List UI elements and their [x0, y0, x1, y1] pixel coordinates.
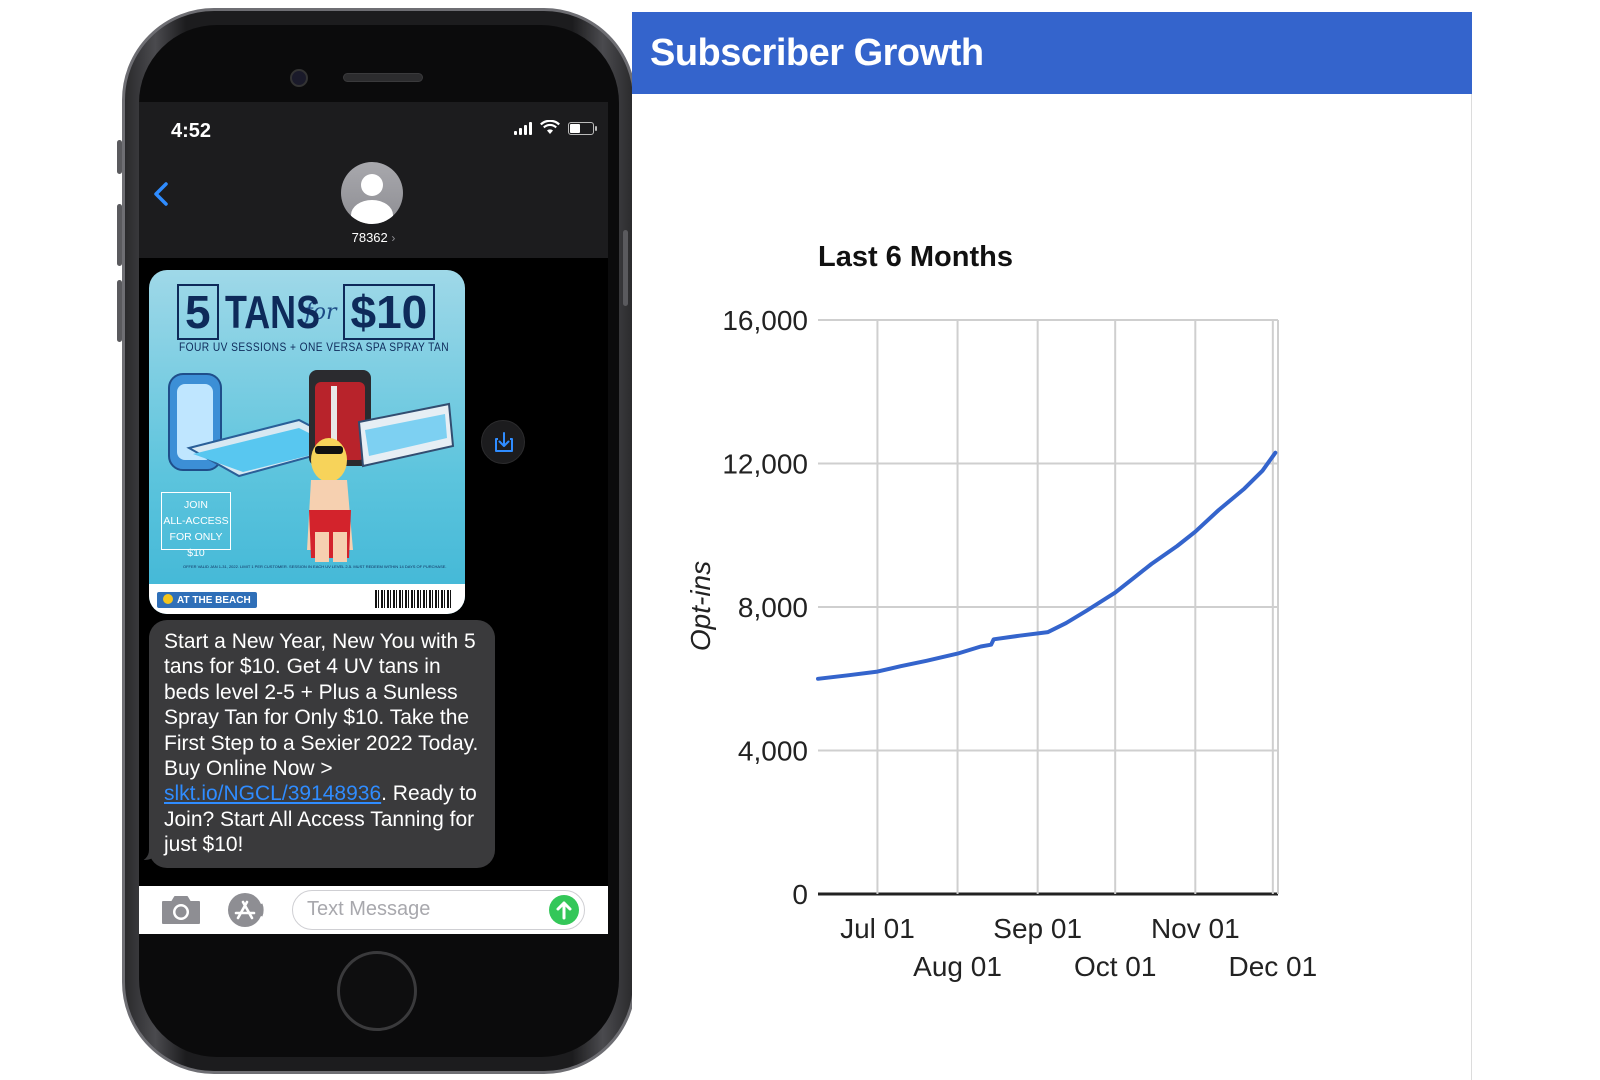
chart-title: Last 6 Months [818, 241, 1013, 273]
sun-icon [163, 594, 173, 604]
message-text: Start a New Year, New You with 5 tans fo… [164, 630, 479, 781]
message-input-field[interactable] [292, 890, 585, 930]
brand-name: AT THE BEACH [177, 595, 251, 606]
x-tick-label: Sep 01 [993, 913, 1082, 944]
promo-join-line: ALL-ACCESS [163, 515, 229, 527]
chart-grid [818, 319, 1279, 896]
panel-header: Subscriber Growth [632, 12, 1472, 94]
promo-join-line: FOR ONLY $10 [169, 531, 223, 559]
barcode-icon [375, 590, 451, 608]
y-tick-label: 12,000 [722, 449, 808, 480]
battery-icon [568, 122, 597, 135]
message-input[interactable] [307, 891, 537, 927]
app-store-icon[interactable] [225, 890, 269, 930]
promo-join-line: JOIN [184, 499, 208, 511]
x-tick-label: Oct 01 [1074, 951, 1156, 982]
mute-switch [117, 140, 122, 174]
message-bubble: Start a New Year, New You with 5 tans fo… [149, 620, 495, 868]
promo-subtitle: FOUR UV SESSIONS + ONE VERSA SPA SPRAY T… [179, 340, 450, 354]
panel-title: Subscriber Growth [650, 32, 984, 74]
home-button[interactable] [337, 951, 417, 1031]
download-button[interactable] [481, 420, 525, 464]
y-tick-label: 0 [792, 879, 808, 910]
status-icons [514, 120, 597, 135]
download-icon [495, 432, 513, 452]
promo-headline: 5 TANS for $10 [177, 284, 436, 340]
send-arrow-icon [556, 901, 572, 920]
volume-up-button [117, 204, 122, 266]
line-chart: Last 6 Months 0 4,000 8,000 12,000 16,000 Ju… [685, 241, 1317, 982]
status-time: 4:52 [171, 120, 212, 142]
send-button[interactable] [549, 895, 579, 925]
x-tick-label: Jul 01 [840, 913, 915, 944]
promo-headline-number: 5 [177, 284, 219, 340]
y-tick-label: 4,000 [738, 736, 808, 767]
x-tick-label: Aug 01 [913, 951, 1002, 982]
tanning-beds-illustration [168, 370, 455, 562]
cell-signal-icon [514, 121, 532, 135]
promo-footer: AT THE BEACH [149, 584, 465, 614]
contact-number: 78362 [351, 230, 388, 245]
brand-logo: AT THE BEACH [157, 592, 257, 608]
y-axis-ticks: 0 4,000 8,000 12,000 16,000 [722, 305, 808, 910]
camera-icon[interactable] [159, 894, 203, 926]
earpiece-speaker [343, 73, 423, 82]
compose-bar [139, 886, 608, 934]
back-chevron-icon[interactable] [147, 174, 177, 214]
wifi-icon [540, 120, 560, 134]
power-button [623, 230, 628, 306]
mms-promo-image[interactable]: 5 TANS for $10 FOUR UV SESSIONS + ONE VE… [149, 270, 465, 614]
contact-avatar-icon[interactable] [341, 162, 403, 224]
front-camera [290, 69, 308, 87]
x-tick-label: Nov 01 [1151, 913, 1240, 944]
messages-header: 4:52 78362 › [139, 102, 608, 258]
y-tick-label: 16,000 [722, 305, 808, 336]
chart-series [816, 450, 1278, 681]
message-link[interactable]: slkt.io/NGCL/39148936 [164, 782, 382, 806]
promo-headline-price: $10 [342, 284, 436, 340]
y-axis-label: Opt-ins [685, 561, 716, 651]
promo-join-badge: JOIN ALL-ACCESS FOR ONLY $10 [161, 492, 231, 559]
volume-down-button [117, 280, 122, 342]
series-line [816, 450, 1278, 681]
bubble-tail-mask [139, 840, 149, 862]
x-axis-ticks: Jul 01 Aug 01 Sep 01 Oct 01 Nov 01 Dec 01 [840, 913, 1317, 982]
promo-headline-for: for [304, 299, 337, 325]
y-tick-label: 8,000 [738, 592, 808, 623]
promo-fine-print: OFFER VALID JAN 1-31, 2022. LIMIT 1 PER … [183, 564, 447, 569]
phone-screen: 4:52 78362 › 5 TANS for [139, 102, 608, 934]
subscriber-growth-panel: Subscriber Growth Last 6 Months 0 4,000 8,… [632, 12, 1472, 1080]
contact-chevron-icon: › [391, 231, 396, 245]
message-text-end: . Ready to Join? Start All Access Tannin… [164, 782, 477, 857]
contact-name[interactable]: 78362 › [139, 230, 608, 245]
x-tick-label: Dec 01 [1228, 951, 1317, 982]
